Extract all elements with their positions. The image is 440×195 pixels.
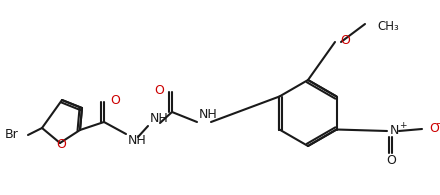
Text: O: O <box>110 95 120 107</box>
Text: −: − <box>436 119 440 129</box>
Text: O: O <box>386 153 396 167</box>
Text: Br: Br <box>4 129 18 142</box>
Text: CH₃: CH₃ <box>377 20 399 33</box>
Text: NH: NH <box>128 135 147 147</box>
Text: NH: NH <box>199 107 218 121</box>
Text: NH: NH <box>150 112 169 124</box>
Text: O: O <box>340 35 350 48</box>
Text: O: O <box>429 122 439 136</box>
Text: N: N <box>390 124 400 137</box>
Text: +: + <box>399 121 407 130</box>
Text: O: O <box>56 137 66 151</box>
Text: O: O <box>154 84 164 98</box>
